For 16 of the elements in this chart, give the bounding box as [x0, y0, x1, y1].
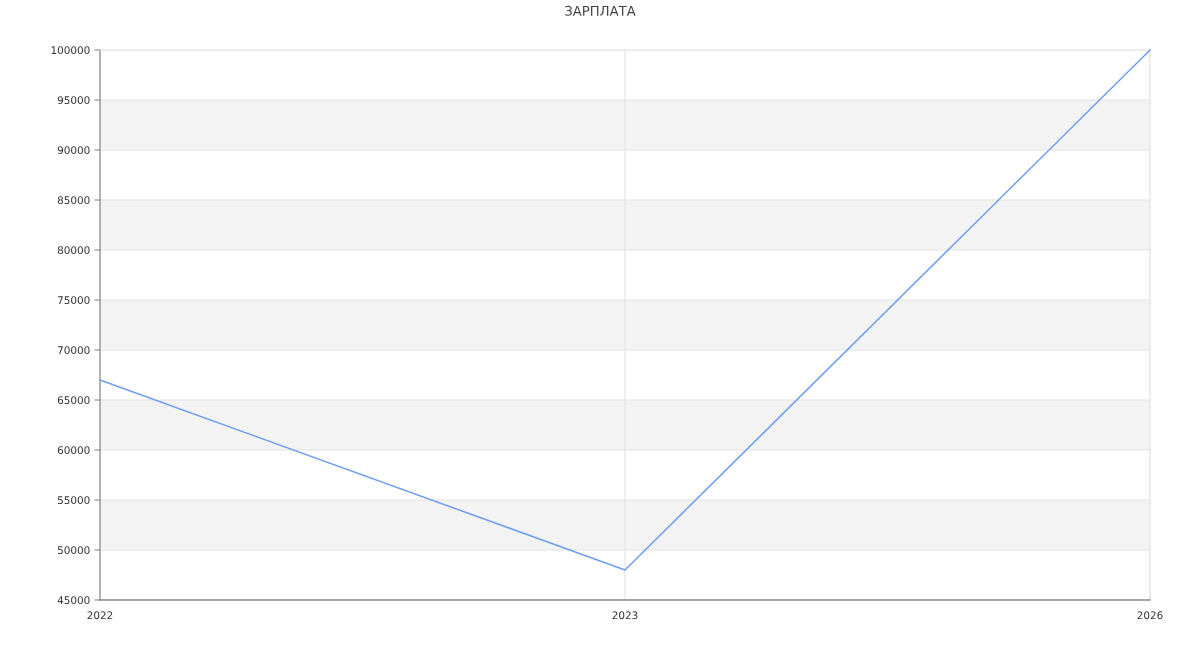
- y-tick-label: 55000: [57, 496, 90, 505]
- y-tick-label: 80000: [57, 246, 90, 255]
- y-tick-label: 65000: [57, 396, 90, 405]
- y-tick-label: 70000: [57, 346, 90, 355]
- y-tick-label: 95000: [57, 96, 90, 105]
- chart-title: ЗАРПЛАТА: [565, 5, 636, 16]
- y-tick-label: 50000: [57, 546, 90, 555]
- x-tick-label: 2026: [1137, 611, 1163, 620]
- y-tick-label: 45000: [57, 596, 90, 605]
- y-tick-label: 75000: [57, 296, 90, 305]
- x-tick-label: 2023: [612, 611, 638, 620]
- y-tick-label: 85000: [57, 196, 90, 205]
- y-tick-label: 100000: [51, 46, 90, 55]
- x-tick-label: 2022: [87, 611, 113, 620]
- y-tick-label: 90000: [57, 146, 90, 155]
- y-tick-label: 60000: [57, 446, 90, 455]
